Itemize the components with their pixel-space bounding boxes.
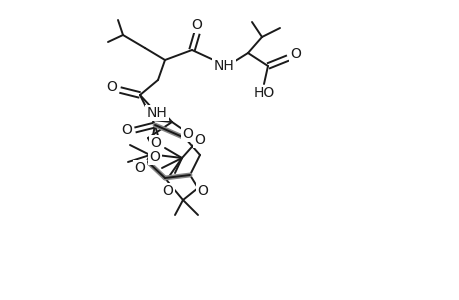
Text: O: O (191, 18, 202, 32)
Text: O: O (182, 127, 193, 141)
Text: O: O (150, 136, 161, 150)
Text: O: O (162, 184, 173, 198)
Text: O: O (197, 184, 208, 198)
Text: NH: NH (146, 106, 167, 120)
Text: O: O (106, 80, 117, 94)
Text: O: O (134, 161, 145, 175)
Text: NH: NH (213, 59, 234, 73)
Text: O: O (121, 123, 132, 137)
Text: HO: HO (253, 86, 274, 100)
Text: O: O (149, 150, 160, 164)
Text: O: O (290, 47, 301, 61)
Text: O: O (194, 133, 205, 147)
